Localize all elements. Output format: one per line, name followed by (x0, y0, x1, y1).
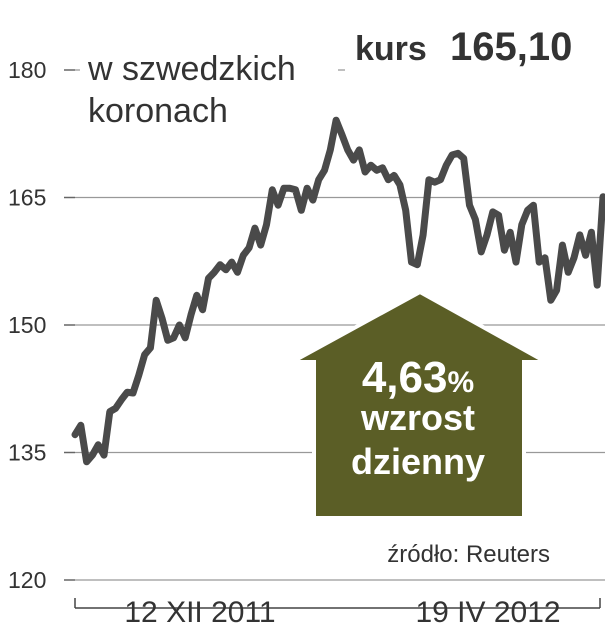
price: 165,10 (450, 25, 572, 69)
change-value: 4,63 (362, 353, 448, 402)
change: 4,63% (362, 353, 474, 402)
arrow (291, 289, 554, 520)
change-unit: % (447, 366, 474, 399)
y-tick-label: 165 (8, 185, 46, 211)
source: źródło: Reuters (387, 541, 550, 568)
subtitle: koronach (88, 92, 228, 130)
subtitle-bg (80, 40, 338, 132)
grid: 120 135 150 165 180 (8, 57, 605, 593)
y-tick-label: 120 (8, 567, 46, 593)
x-tick-label: 19 IV 2012 (415, 596, 560, 629)
series (71, 116, 605, 466)
subtitle: w szwedzkich (87, 50, 296, 88)
y-tick-label: 150 (8, 312, 46, 338)
price-label: kurs (355, 30, 427, 68)
price-bg (345, 20, 605, 76)
y-tick-label: 135 (8, 440, 46, 466)
change-text: wzrost (360, 397, 475, 438)
price-line (71, 116, 605, 466)
change-text: dzienny (351, 441, 485, 482)
x-tick-label: 12 XII 2011 (124, 596, 275, 629)
y-tick-label: 180 (8, 57, 46, 83)
axis (74, 598, 601, 609)
